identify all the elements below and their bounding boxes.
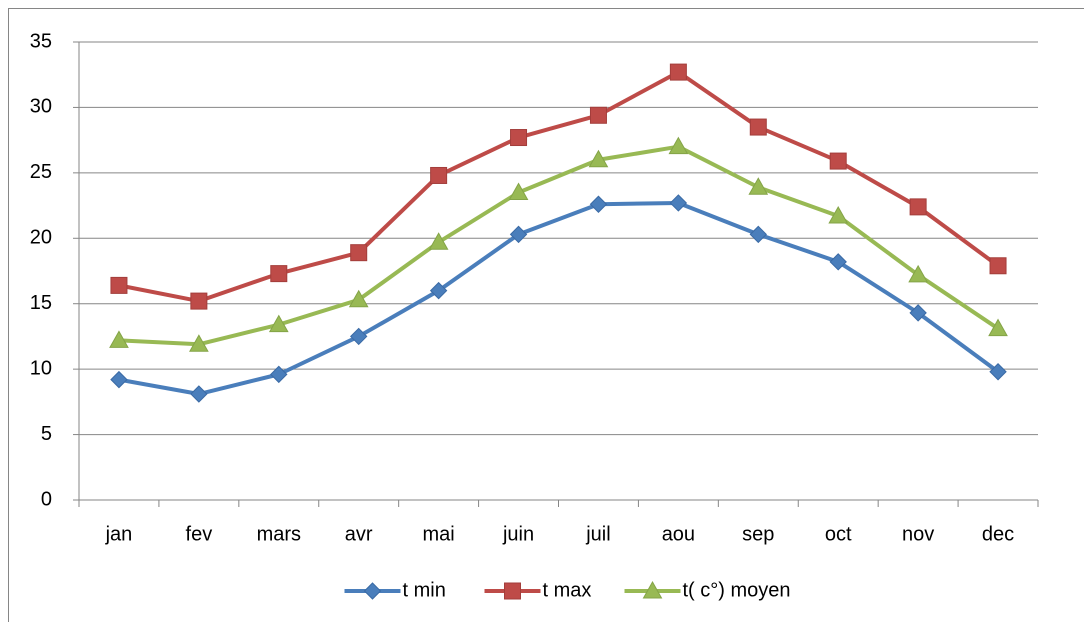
series-line [118,70,1000,304]
marker [350,244,368,262]
marker [749,225,767,244]
x-tick-label: nov [902,523,934,545]
x-tick-label: mars [257,523,301,545]
legend-label: t max [543,579,592,601]
marker [429,281,448,300]
x-tick-label: avr [345,523,373,545]
y-tick-label: 35 [30,30,52,52]
y-tick-label: 5 [41,423,52,445]
marker [189,334,209,352]
y-tick-label: 10 [30,357,52,379]
y-tick-label: 0 [41,488,52,510]
marker [428,232,449,250]
marker [270,365,288,384]
x-tick-label: sep [742,523,774,545]
marker [510,129,528,147]
marker [363,582,382,600]
legend-label: t min [403,579,446,601]
marker [270,265,288,283]
marker [749,118,767,136]
marker [748,177,769,195]
marker [430,166,448,184]
marker [669,194,688,212]
marker [829,152,847,170]
x-tick-label: oct [825,523,852,545]
marker [190,385,208,403]
x-tick-label: jan [105,523,133,545]
marker [989,363,1007,381]
x-tick-label: mai [423,523,455,545]
x-tick-label: dec [982,523,1014,545]
y-tick-label: 30 [30,96,52,118]
legend-label: t( c°) moyen [683,579,791,601]
marker [909,198,927,216]
marker [829,253,847,271]
y-tick-label: 15 [30,292,52,314]
marker [350,327,368,346]
marker [589,106,607,124]
marker [642,580,663,599]
marker [909,304,927,322]
marker [668,136,689,155]
marker [988,318,1008,337]
marker [908,264,928,283]
x-tick-label: aou [662,523,695,545]
marker [828,206,849,224]
series-line [118,200,1000,397]
x-tick-label: juil [585,523,610,545]
marker [504,582,521,600]
marker [110,370,128,389]
marker [509,225,528,244]
marker [109,330,129,348]
marker [989,257,1007,275]
marker [588,149,609,168]
marker [508,182,529,200]
x-tick-label: juin [502,523,534,545]
marker [589,195,608,213]
chart-border [8,8,1084,622]
series-line [118,144,1000,347]
marker [669,63,687,81]
y-tick-label: 25 [30,161,52,183]
marker [110,276,128,294]
y-tick-label: 20 [30,227,52,249]
marker [268,314,289,333]
x-tick-label: fev [186,523,213,545]
marker [190,292,208,310]
marker [348,289,369,308]
